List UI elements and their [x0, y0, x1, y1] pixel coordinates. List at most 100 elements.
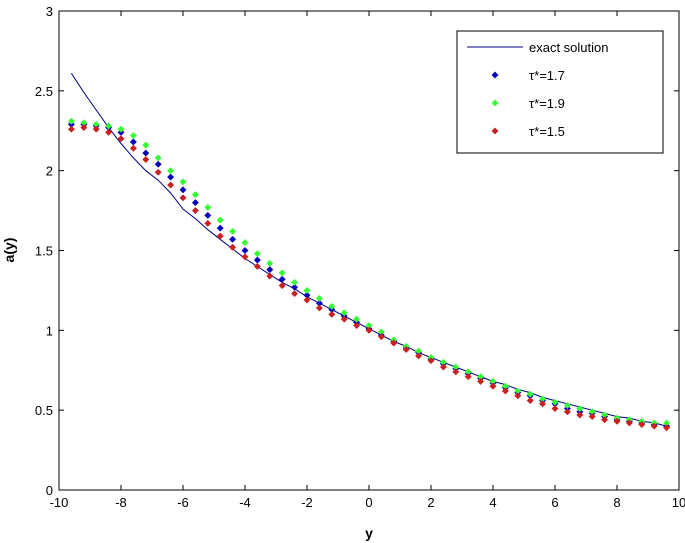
- data-point: [315, 294, 323, 302]
- data-point: [92, 125, 100, 133]
- x-tick-label: 10: [672, 495, 685, 510]
- ticks-layer: -10 -8 -6 -4 -2 0 2 4 6 8 10 0 0.5 1 1.5 2 2.5 3: [35, 4, 685, 510]
- data-point: [291, 290, 299, 298]
- data-point: [216, 224, 224, 232]
- data-point: [415, 352, 423, 360]
- y-tick-label: 3: [46, 4, 53, 19]
- legend-marker-swatch: [491, 71, 499, 79]
- data-point: [328, 310, 336, 318]
- data-point: [303, 296, 311, 304]
- data-point: [117, 125, 125, 133]
- data-point: [402, 345, 410, 354]
- data-point: [501, 387, 509, 395]
- x-tick-label: 2: [427, 495, 434, 510]
- y-tick-label: 0.5: [35, 403, 53, 418]
- y-tick-label: 1.5: [35, 244, 53, 259]
- data-point: [650, 422, 658, 430]
- data-point: [253, 262, 261, 271]
- series-markers-3: [67, 124, 671, 432]
- data-point: [601, 416, 609, 424]
- legend-label: τ*=1.7: [529, 68, 565, 83]
- data-point: [129, 131, 137, 140]
- data-point: [154, 160, 162, 168]
- data-point: [638, 420, 646, 429]
- data-point: [477, 377, 485, 385]
- data-point: [625, 419, 633, 427]
- legend: exact solution τ*=1.7 τ*=1.9 τ*=1.5: [456, 30, 664, 154]
- data-point: [315, 304, 323, 312]
- legend-marker-swatch: [491, 127, 499, 135]
- y-tick-label: 2: [46, 164, 53, 179]
- legend-box: [456, 30, 664, 154]
- x-tick-label: -2: [301, 495, 313, 510]
- data-point: [278, 282, 286, 290]
- data-point: [142, 155, 150, 164]
- x-tick-label: -8: [115, 495, 127, 510]
- legend-label: τ*=1.5: [529, 124, 565, 139]
- data-point: [489, 382, 497, 390]
- data-point: [142, 141, 150, 149]
- data-point: [266, 259, 274, 267]
- data-point: [167, 181, 175, 189]
- data-point: [353, 321, 361, 330]
- data-point: [439, 363, 447, 371]
- data-point: [464, 373, 472, 381]
- data-point: [427, 357, 435, 365]
- y-tick-label: 0: [46, 483, 53, 498]
- data-point: [588, 412, 596, 421]
- x-axis-title: y: [365, 525, 373, 541]
- data-point: [204, 203, 212, 211]
- data-point: [266, 272, 274, 280]
- data-point: [526, 397, 534, 405]
- data-point: [105, 128, 113, 136]
- data-point: [390, 339, 398, 347]
- series-layer: [67, 73, 671, 432]
- legend-marker-swatch: [491, 99, 499, 107]
- data-point: [117, 135, 125, 143]
- data-point: [365, 326, 373, 334]
- data-point: [167, 173, 175, 181]
- x-tick-label: 4: [489, 495, 496, 510]
- data-point: [229, 235, 237, 243]
- data-point: [80, 124, 88, 132]
- y-tick-label: 1: [46, 323, 53, 338]
- data-point: [167, 167, 175, 175]
- data-point: [204, 219, 212, 227]
- data-point: [67, 125, 75, 133]
- data-point: [328, 302, 336, 310]
- data-point: [514, 392, 522, 400]
- data-point: [452, 368, 460, 376]
- data-point: [663, 424, 671, 432]
- x-tick-label: -10: [50, 495, 69, 510]
- data-point: [278, 269, 286, 277]
- data-point: [191, 207, 199, 215]
- series-markers-2: [67, 117, 671, 427]
- data-point: [154, 168, 162, 176]
- data-point: [539, 400, 547, 408]
- data-point: [179, 194, 187, 202]
- data-point: [241, 238, 249, 247]
- x-tick-label: -4: [239, 495, 251, 510]
- data-point: [229, 227, 237, 235]
- legend-label: τ*=1.9: [529, 96, 565, 111]
- x-tick-label: 8: [613, 495, 620, 510]
- data-point: [340, 315, 348, 323]
- data-point: [154, 154, 162, 162]
- x-tick-label: 0: [365, 495, 372, 510]
- x-tick-label: -6: [177, 495, 189, 510]
- data-point: [204, 211, 212, 219]
- legend-label: exact solution: [529, 40, 609, 55]
- data-point: [551, 405, 559, 413]
- data-point: [613, 417, 621, 425]
- data-point: [576, 411, 584, 419]
- y-axis-title: a(y): [1, 238, 17, 263]
- data-point: [216, 232, 224, 240]
- data-point: [216, 216, 224, 224]
- data-point: [241, 253, 249, 261]
- data-point: [291, 278, 299, 286]
- data-point: [179, 178, 187, 186]
- data-point: [229, 243, 237, 251]
- data-point: [67, 117, 75, 125]
- data-point: [303, 286, 311, 294]
